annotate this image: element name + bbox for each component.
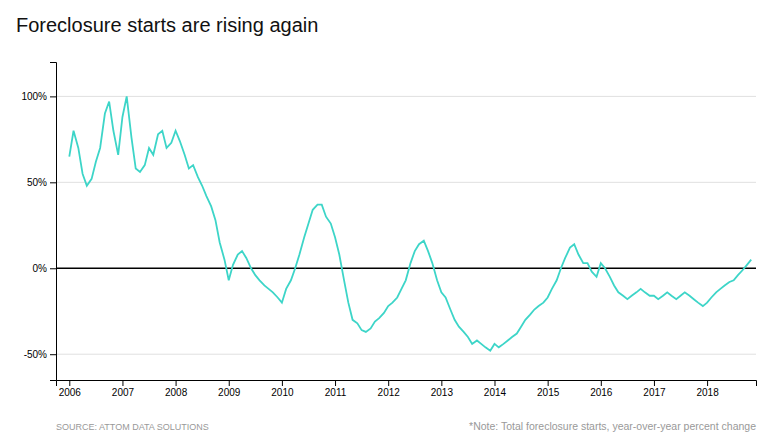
- x-tick-label: 2010: [271, 387, 294, 398]
- y-tick: 0%: [33, 263, 56, 274]
- chart-container: Foreclosure starts are rising again -50% 0…: [0, 0, 780, 438]
- x-tick-label: 2013: [431, 387, 454, 398]
- zero-line: [56, 268, 756, 270]
- title: Foreclosure starts are rising again: [16, 14, 318, 36]
- x-tick-label: 2011: [325, 387, 347, 398]
- x-tick: 2011: [325, 380, 347, 398]
- x-tick-mark: [494, 380, 495, 386]
- y-tick-label: -50%: [24, 349, 47, 360]
- x-tick-label: 2016: [590, 387, 613, 398]
- x-tick-mark: [441, 380, 442, 386]
- x-tick-label: 2012: [378, 387, 401, 398]
- x-tick-mark: [176, 380, 177, 386]
- x-tick-mark: [229, 380, 230, 386]
- x-tick-mark: [69, 380, 70, 386]
- y-tick-mark: [50, 96, 56, 97]
- x-tick-mark: [335, 380, 336, 386]
- y-tick-label: 100%: [21, 91, 47, 102]
- x-tick-label: 2008: [165, 387, 188, 398]
- x-tick: 2009: [218, 380, 241, 398]
- x-tick-label: 2018: [696, 387, 719, 398]
- x-tick-mark: [707, 380, 708, 386]
- x-tick: 2016: [590, 380, 613, 398]
- x-tick: 2015: [537, 380, 560, 398]
- grid-line: [56, 354, 756, 355]
- x-tick: 2008: [165, 380, 188, 398]
- x-axis: 2006 2007 2008 2009 2010 2011 2012 2013 2014 2015…: [57, 380, 757, 398]
- x-tick-mark: [122, 380, 123, 386]
- x-tick: 2014: [484, 380, 507, 398]
- x-tick-mark: [548, 380, 549, 386]
- x-tick-label: 2009: [218, 387, 241, 398]
- grid: [56, 96, 756, 354]
- x-tick-mark: [654, 380, 655, 386]
- x-tick-label: 2017: [643, 387, 666, 398]
- x-tick-label: 2006: [59, 387, 82, 398]
- y-tick: 100%: [21, 91, 56, 102]
- grid-line: [56, 182, 756, 183]
- x-tick: 2006: [59, 380, 82, 398]
- x-tick-mark: [388, 380, 389, 386]
- x-tick-label: 2015: [537, 387, 560, 398]
- x-tick-mark: [601, 380, 602, 386]
- y-tick-label: 50%: [27, 177, 47, 188]
- marks: [69, 96, 751, 350]
- footnote: *Note: Total foreclosure starts, year-ov…: [469, 420, 756, 432]
- x-tick: 2007: [112, 380, 135, 398]
- x-tick: 2018: [696, 380, 719, 398]
- source-note: SOURCE: ATTOM DATA SOLUTIONS: [56, 422, 209, 432]
- chart-svg: Foreclosure starts are rising again -50% 0…: [0, 0, 780, 438]
- y-tick-mark: [50, 268, 56, 269]
- y-axis-line: [50, 63, 57, 381]
- x-tick: 2012: [378, 380, 401, 398]
- grid-line: [56, 96, 756, 97]
- x-tick-label: 2014: [484, 387, 507, 398]
- x-tick: 2010: [271, 380, 294, 398]
- plot-area: -50% 0% 50% 100% 2006 2007 2008 2009 2010 2011 201…: [21, 63, 756, 399]
- x-tick-label: 2007: [112, 387, 135, 398]
- x-tick: 2013: [431, 380, 454, 398]
- y-axis: -50% 0% 50% 100%: [21, 63, 56, 381]
- line: [69, 96, 751, 350]
- x-axis-line: [57, 381, 757, 387]
- x-tick-mark: [282, 380, 283, 386]
- y-tick-label: 0%: [33, 263, 48, 274]
- y-tick-mark: [50, 354, 56, 355]
- y-tick: 50%: [27, 177, 56, 188]
- y-tick: -50%: [24, 349, 56, 360]
- y-tick-mark: [50, 182, 56, 183]
- x-tick: 2017: [643, 380, 666, 398]
